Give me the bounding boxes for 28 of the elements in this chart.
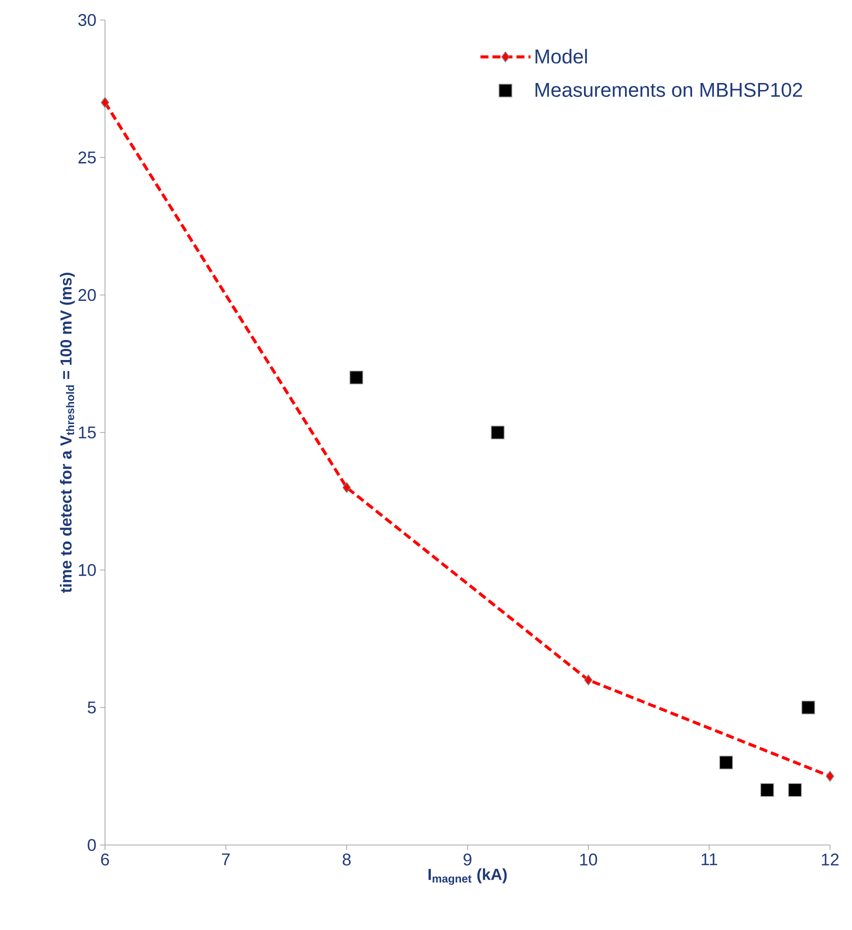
legend-label: Model (536, 48, 587, 64)
x-tick-label: 6 (101, 854, 109, 866)
x-tick-label: 7 (222, 854, 230, 866)
y-tick-label: 25 (78, 151, 96, 164)
point (349, 370, 364, 384)
y-tick-label: 0 (88, 839, 96, 851)
y-tick-label: 5 (88, 702, 96, 714)
point (760, 783, 774, 797)
x-tick-label: 10 (580, 854, 598, 866)
x-tick-label: 8 (342, 854, 351, 866)
point (584, 674, 592, 686)
y-axis-title: $\text{time to detect for a V}_{\text{threshold}}\text{ = 100 mV (ms)}$ (60, 272, 75, 593)
point (490, 426, 505, 440)
y-tick-label: 10 (78, 564, 96, 576)
point (801, 700, 816, 714)
x-tick-label: 9 (464, 854, 472, 866)
point (342, 482, 351, 493)
x-tick-label: 11 (702, 854, 718, 866)
x-tick-label: 12 (822, 854, 839, 866)
point (100, 97, 110, 108)
y-tick-label: 20 (78, 288, 96, 301)
point (826, 770, 834, 782)
legend-label: Measurements on MBHSP102 (536, 82, 802, 97)
y-tick-label: 30 (78, 14, 96, 26)
y-tick-label: 15 (78, 426, 96, 438)
point (719, 756, 733, 770)
x-axis-title: $\text{I}_{\text{magnet}}\text{ (kA)}$ (428, 868, 507, 885)
point (788, 783, 802, 797)
